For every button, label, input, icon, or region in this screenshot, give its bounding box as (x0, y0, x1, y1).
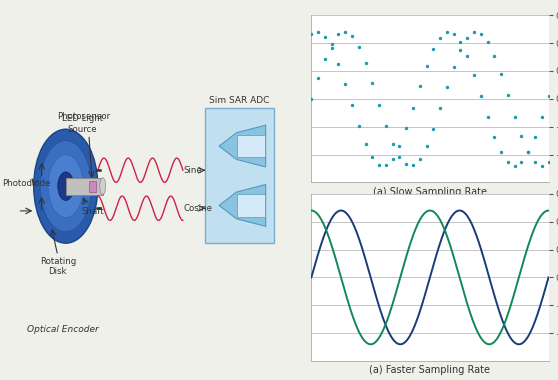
Point (483, 114, 492, 120)
Polygon shape (219, 125, 266, 167)
Point (544, 93, 553, 99)
Point (531, 159, 540, 165)
Ellipse shape (100, 178, 105, 195)
Polygon shape (219, 185, 266, 226)
Point (307, 31, 316, 37)
Point (483, 39, 492, 45)
Bar (66, 178, 103, 195)
Point (517, 159, 526, 165)
Point (449, 63, 458, 70)
Point (415, 83, 424, 89)
Bar (237, 194, 264, 217)
Ellipse shape (48, 155, 84, 217)
Point (374, 102, 383, 108)
Bar (89, 181, 96, 192)
Ellipse shape (57, 172, 74, 201)
Point (314, 29, 323, 35)
Point (354, 44, 363, 50)
Point (497, 149, 506, 155)
Point (402, 162, 411, 168)
Point (510, 114, 519, 120)
Point (341, 29, 350, 35)
Point (314, 74, 323, 81)
Point (537, 163, 546, 169)
Point (361, 141, 370, 147)
Ellipse shape (40, 141, 92, 232)
Point (442, 29, 451, 35)
Text: Photodiode: Photodiode (3, 179, 51, 188)
Point (517, 133, 526, 139)
Point (388, 141, 397, 147)
Point (408, 162, 417, 168)
Point (503, 159, 512, 165)
Point (341, 81, 350, 87)
Point (348, 33, 357, 40)
Point (524, 149, 533, 155)
Point (463, 53, 472, 59)
Ellipse shape (33, 129, 98, 243)
Text: Optical Encoder: Optical Encoder (27, 325, 98, 334)
Point (490, 133, 499, 139)
Point (354, 123, 363, 129)
Point (477, 93, 485, 99)
Point (374, 162, 383, 168)
Text: Shaft: Shaft (81, 207, 104, 216)
Point (456, 39, 465, 45)
Point (415, 156, 424, 162)
Point (436, 105, 445, 111)
Point (544, 159, 553, 165)
Point (422, 63, 431, 69)
Point (537, 114, 546, 120)
Point (395, 154, 404, 160)
X-axis label: (a) Slow Sampling Rate: (a) Slow Sampling Rate (373, 187, 487, 196)
Point (531, 134, 540, 140)
Text: Rotating
Disk: Rotating Disk (40, 256, 76, 276)
X-axis label: (a) Faster Sampling Rate: (a) Faster Sampling Rate (369, 365, 490, 375)
Text: Sine: Sine (184, 166, 203, 175)
Point (388, 155, 397, 162)
Point (361, 60, 370, 66)
Point (320, 55, 329, 62)
Point (436, 35, 445, 41)
Point (422, 143, 431, 149)
Point (382, 162, 391, 168)
Point (456, 47, 465, 53)
Text: LED Light
Source: LED Light Source (62, 114, 103, 134)
Point (442, 84, 451, 90)
Point (368, 80, 377, 86)
Point (469, 29, 478, 35)
Point (402, 125, 411, 131)
Point (477, 30, 485, 36)
Point (429, 46, 438, 52)
Point (307, 96, 316, 102)
Point (524, 149, 533, 155)
Point (490, 53, 499, 59)
Point (510, 163, 519, 169)
Text: Cosine: Cosine (184, 204, 213, 213)
Point (503, 92, 512, 98)
Point (497, 71, 506, 77)
Point (327, 44, 336, 51)
Point (348, 102, 357, 108)
Point (408, 105, 417, 111)
Point (382, 123, 391, 129)
Point (469, 71, 478, 78)
Point (395, 143, 404, 149)
Bar (237, 135, 264, 157)
Point (429, 126, 438, 132)
Point (449, 31, 458, 37)
Text: Sim SAR ADC: Sim SAR ADC (209, 96, 270, 105)
Point (463, 35, 472, 41)
Point (327, 41, 336, 47)
Point (368, 154, 377, 160)
FancyBboxPatch shape (205, 108, 273, 243)
Point (334, 61, 343, 67)
Point (320, 33, 329, 40)
Text: Photosensor: Photosensor (57, 112, 110, 121)
Point (334, 32, 343, 38)
